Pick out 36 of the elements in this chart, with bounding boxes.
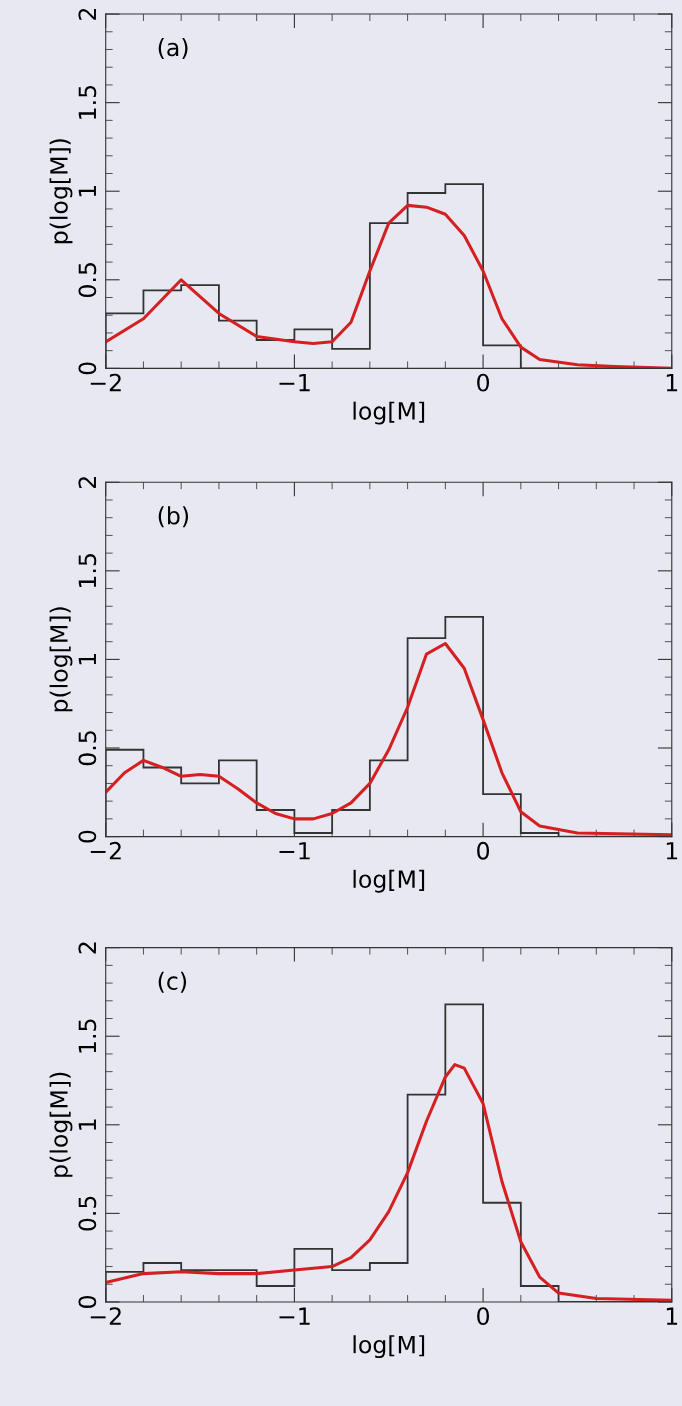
annotation: (a) (158, 38, 188, 60)
x-tick-label: −1 (279, 842, 310, 860)
y-tick-label: 2 (78, 477, 96, 489)
x-tick-label: 0 (477, 373, 490, 392)
x-tick-label: 1 (666, 1307, 678, 1325)
x-tick-label: −1 (279, 373, 310, 392)
annotation: (c) (158, 971, 187, 993)
y-tick-label: 0.5 (78, 1196, 97, 1231)
x-tick-label: −2 (90, 373, 121, 392)
x-tick-label: −1 (279, 1307, 310, 1325)
y-tick-label: 2 (78, 8, 96, 20)
x-axis-title: log[M] (353, 869, 425, 893)
x-tick-label: 1 (666, 373, 678, 392)
y-axis-title: p(log[M]) (49, 1072, 73, 1177)
y-tick-label: 1 (78, 185, 96, 197)
x-tick-label: 0 (477, 1307, 490, 1326)
annotation: (b) (158, 506, 189, 528)
y-tick-label: 1.5 (78, 85, 97, 119)
y-tick-label: 0.5 (78, 731, 97, 766)
y-tick-label: 0 (78, 1296, 97, 1308)
x-tick-label: −2 (90, 1307, 121, 1325)
y-tick-label: 1.5 (78, 1019, 97, 1053)
x-axis-title: log[M] (353, 1335, 425, 1359)
y-tick-label: 2 (78, 942, 96, 954)
y-tick-label: 1 (78, 1119, 96, 1130)
x-tick-label: −2 (90, 841, 121, 860)
y-tick-label: 0 (78, 830, 97, 843)
y-tick-label: 1 (78, 654, 96, 665)
y-tick-label: 0 (78, 362, 97, 375)
y-tick-label: 1.5 (78, 554, 97, 588)
y-axis-title: p(log[M]) (49, 139, 73, 244)
x-axis-title: log[M] (353, 401, 425, 425)
x-tick-label: 1 (666, 842, 678, 860)
y-axis-title: p(log[M]) (49, 607, 73, 712)
y-tick-label: 0.5 (78, 263, 97, 298)
x-tick-label: 0 (477, 841, 490, 860)
